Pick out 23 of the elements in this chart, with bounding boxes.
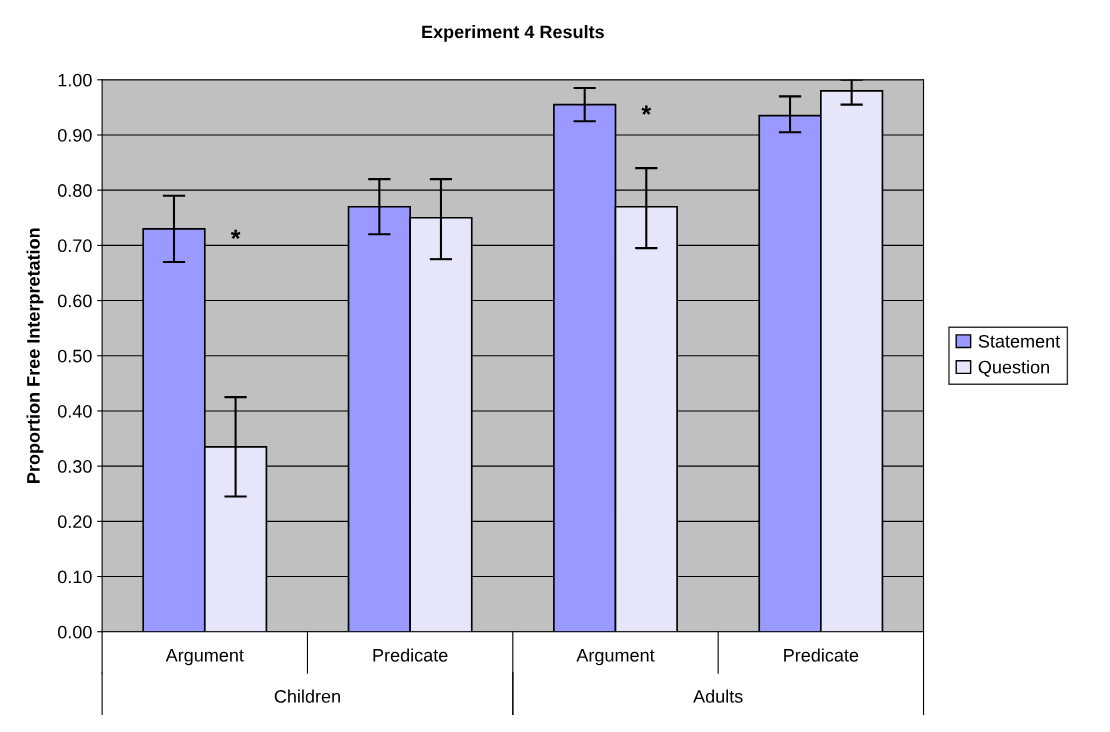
y-axis-title: Proportion Free Interpretation	[26, 228, 44, 483]
y-tick-label: 0.00	[57, 625, 92, 639]
y-tick-label: 0.80	[57, 184, 92, 197]
x-tick-label: Argument	[576, 649, 655, 666]
y-tick-label: 0.60	[57, 294, 92, 308]
y-tick-label: 0.10	[57, 570, 92, 584]
y-tick-label: 0.50	[57, 349, 92, 363]
y-tick-label: 0.20	[57, 515, 92, 529]
y-tick-label: 1.00	[58, 73, 92, 87]
annotation: *	[641, 105, 652, 115]
y-tick-label: 0.40	[57, 404, 92, 418]
legend-label: Question	[978, 360, 1049, 377]
x-tick-label: Predicate	[784, 648, 859, 662]
annotation: *	[230, 229, 241, 240]
x-tick-label: Argument	[165, 649, 244, 666]
y-tick-label: 0.30	[57, 460, 92, 473]
y-tick-label: 0.90	[57, 128, 92, 142]
chart-title: Experiment 4 Results	[422, 25, 604, 42]
text: Children	[274, 689, 340, 703]
x-tick-label: Predicate	[373, 648, 448, 662]
text: Adults	[693, 689, 743, 703]
legend-label: Statement	[978, 334, 1061, 348]
y-tick-label: 0.70	[57, 239, 92, 253]
